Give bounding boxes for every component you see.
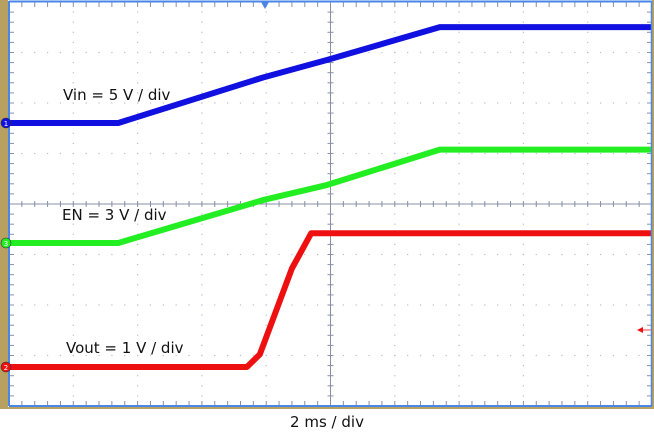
trigger-level-arrow-icon[interactable] [637, 327, 651, 333]
en-trace [9, 146, 652, 246]
left-frame-strip [0, 0, 8, 409]
bottom-frame-strip [0, 407, 654, 409]
en-scale-label: EN = 3 V / div [62, 206, 167, 224]
svg-text:3: 3 [4, 240, 8, 248]
channel-2-marker[interactable]: 2 [0, 361, 12, 373]
vout-trace [9, 230, 652, 370]
channel-1-marker[interactable]: 1 [0, 117, 12, 129]
svg-text:1: 1 [4, 120, 8, 128]
channel-3-marker[interactable]: 3 [0, 237, 12, 249]
trigger-position-marker-icon[interactable] [261, 2, 269, 9]
vin-trace [9, 24, 652, 126]
timebase-label: 2 ms / div [290, 413, 364, 431]
vout-scale-label: Vout = 1 V / div [66, 339, 184, 357]
vin-scale-label: Vin = 5 V / div [63, 86, 171, 104]
right-frame-strip [652, 0, 654, 409]
svg-text:2: 2 [4, 364, 8, 372]
traces [9, 24, 652, 370]
